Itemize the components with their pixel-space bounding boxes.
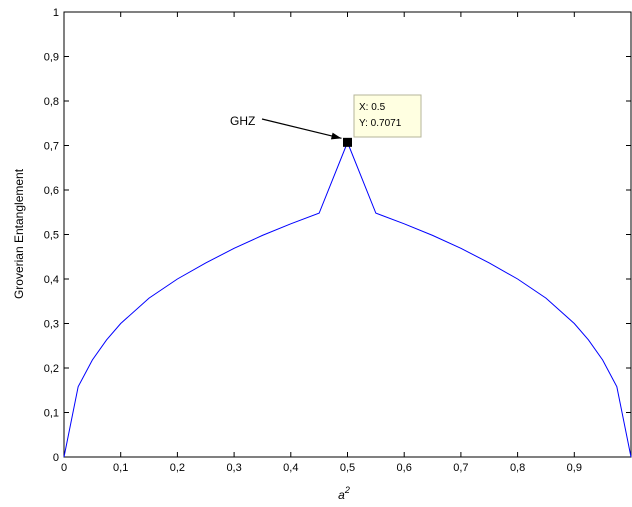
y-tick-label: 0,4 xyxy=(44,274,59,286)
y-tick-label: 0,6 xyxy=(44,185,59,197)
x-axis-title-superscript: 2 xyxy=(344,485,350,495)
x-tick-label: 0,6 xyxy=(397,462,412,474)
x-tick-label: 0,1 xyxy=(113,462,128,474)
y-tick-label: 0,3 xyxy=(44,319,59,331)
datatip-marker[interactable] xyxy=(343,138,352,147)
datatip-y-text: Y: 0.7071 xyxy=(359,118,402,129)
y-tick-label: 0,5 xyxy=(44,230,59,242)
x-tick-label: 0,7 xyxy=(453,462,468,474)
y-tick-label: 0,9 xyxy=(44,52,59,64)
x-tick-label: 0,8 xyxy=(510,462,525,474)
datatip-x-text: X: 0.5 xyxy=(359,102,386,113)
x-tick-label: 0,5 xyxy=(340,462,355,474)
x-tick-label: 0,4 xyxy=(283,462,298,474)
y-tick-label: 0,7 xyxy=(44,141,59,153)
x-tick-label: 0,9 xyxy=(567,462,582,474)
y-tick-label: 0,8 xyxy=(44,96,59,108)
x-tick-label: 0,3 xyxy=(226,462,241,474)
y-axis-title: Groverian Entanglement xyxy=(12,168,26,299)
x-tick-label: 0 xyxy=(61,462,67,474)
x-tick-label: 0,2 xyxy=(170,462,185,474)
annotation-label: GHZ xyxy=(230,114,255,128)
datatip: X: 0.5 Y: 0.7071 xyxy=(354,95,421,137)
y-tick-label: 0,1 xyxy=(44,408,59,420)
y-tick-label: 0 xyxy=(53,452,59,464)
y-tick-label: 1 xyxy=(53,7,59,19)
y-tick-label: 0,2 xyxy=(44,363,59,375)
plot-area xyxy=(64,12,631,457)
